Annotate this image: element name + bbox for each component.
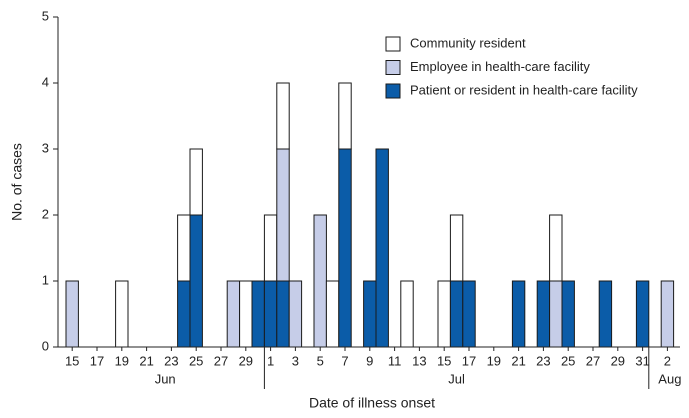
- x-tick-label: 27: [586, 353, 600, 368]
- x-tick-label: 5: [317, 353, 324, 368]
- x-tick-label: 1: [267, 353, 274, 368]
- bar-segment: [338, 148, 352, 348]
- bar-segment: [263, 214, 278, 282]
- bar-segment: [338, 82, 352, 150]
- x-axis-label: Date of illness onset: [309, 395, 435, 411]
- y-tick-label: 4: [42, 74, 49, 89]
- month-label: Jun: [155, 371, 176, 386]
- x-tick-label: 7: [341, 353, 348, 368]
- x-tick-label: 25: [189, 353, 203, 368]
- bar-segment: [226, 280, 241, 348]
- bar-segment: [449, 214, 464, 282]
- x-tick-label: 17: [90, 353, 104, 368]
- bar-segment: [276, 82, 290, 150]
- bar-segment: [363, 280, 377, 348]
- y-axis-label: No. of cases: [9, 143, 25, 221]
- y-tick-label: 0: [42, 338, 49, 353]
- bar-segment: [239, 280, 253, 348]
- month-label: Jul: [448, 371, 465, 386]
- x-tick-label: 11: [388, 353, 402, 368]
- y-tick-label: 1: [42, 272, 49, 287]
- x-tick-label: 29: [611, 353, 625, 368]
- bar-segment: [263, 280, 278, 348]
- x-tick-label: 9: [366, 353, 373, 368]
- bar-segment: [598, 280, 613, 348]
- bar-segment: [449, 280, 464, 348]
- bar-segment: [549, 280, 563, 348]
- x-tick-label: 17: [462, 353, 476, 368]
- x-tick-label: 21: [139, 353, 153, 368]
- bar-segment: [437, 280, 451, 348]
- bar-segment: [288, 280, 303, 348]
- y-tick-label: 3: [42, 140, 49, 155]
- x-tick-label: 25: [561, 353, 575, 368]
- bar-segment: [635, 280, 650, 348]
- x-tick-label: 29: [239, 353, 253, 368]
- bar-segment: [189, 148, 203, 216]
- x-tick-label: 19: [115, 353, 129, 368]
- bar-segment: [177, 280, 191, 348]
- bar-segment: [549, 214, 563, 282]
- bar-segment: [462, 280, 476, 348]
- bar-segment: [189, 214, 203, 348]
- bar-segment: [115, 280, 129, 348]
- bar-segment: [400, 280, 414, 348]
- y-tick-label: 5: [42, 8, 49, 23]
- x-tick-label: 31: [635, 353, 649, 368]
- legend-swatch: [385, 36, 401, 52]
- bar-segment: [660, 280, 675, 348]
- x-tick-label: 27: [214, 353, 228, 368]
- legend-swatch: [385, 60, 401, 75]
- y-tick-label: 2: [42, 206, 49, 221]
- x-tick-label: 13: [412, 353, 426, 368]
- bar-segment: [276, 148, 290, 282]
- bar-segment: [65, 280, 79, 348]
- bar-segment: [511, 280, 526, 348]
- legend-label: Community resident: [410, 35, 526, 50]
- legend-label: Patient or resident in health-care facil…: [410, 82, 638, 97]
- x-tick-label: 23: [164, 353, 178, 368]
- x-tick-label: 2: [664, 353, 671, 368]
- bar-segment: [313, 214, 327, 348]
- bar-segment: [177, 214, 191, 282]
- month-label: Aug: [658, 371, 681, 386]
- x-tick-label: 15: [65, 353, 79, 368]
- bar-segment: [325, 280, 340, 348]
- bar-segment: [276, 280, 290, 348]
- x-tick-label: 15: [437, 353, 451, 368]
- legend-swatch: [385, 83, 401, 99]
- x-tick-label: 21: [511, 353, 525, 368]
- bar-segment: [536, 280, 551, 348]
- x-tick-label: 19: [487, 353, 501, 368]
- legend-label: Employee in health-care facility: [410, 59, 590, 74]
- bar-segment: [375, 148, 389, 348]
- bar-segment: [561, 280, 575, 348]
- x-tick-label: 3: [292, 353, 299, 368]
- x-tick-label: 23: [536, 353, 550, 368]
- bar-segment: [251, 280, 265, 348]
